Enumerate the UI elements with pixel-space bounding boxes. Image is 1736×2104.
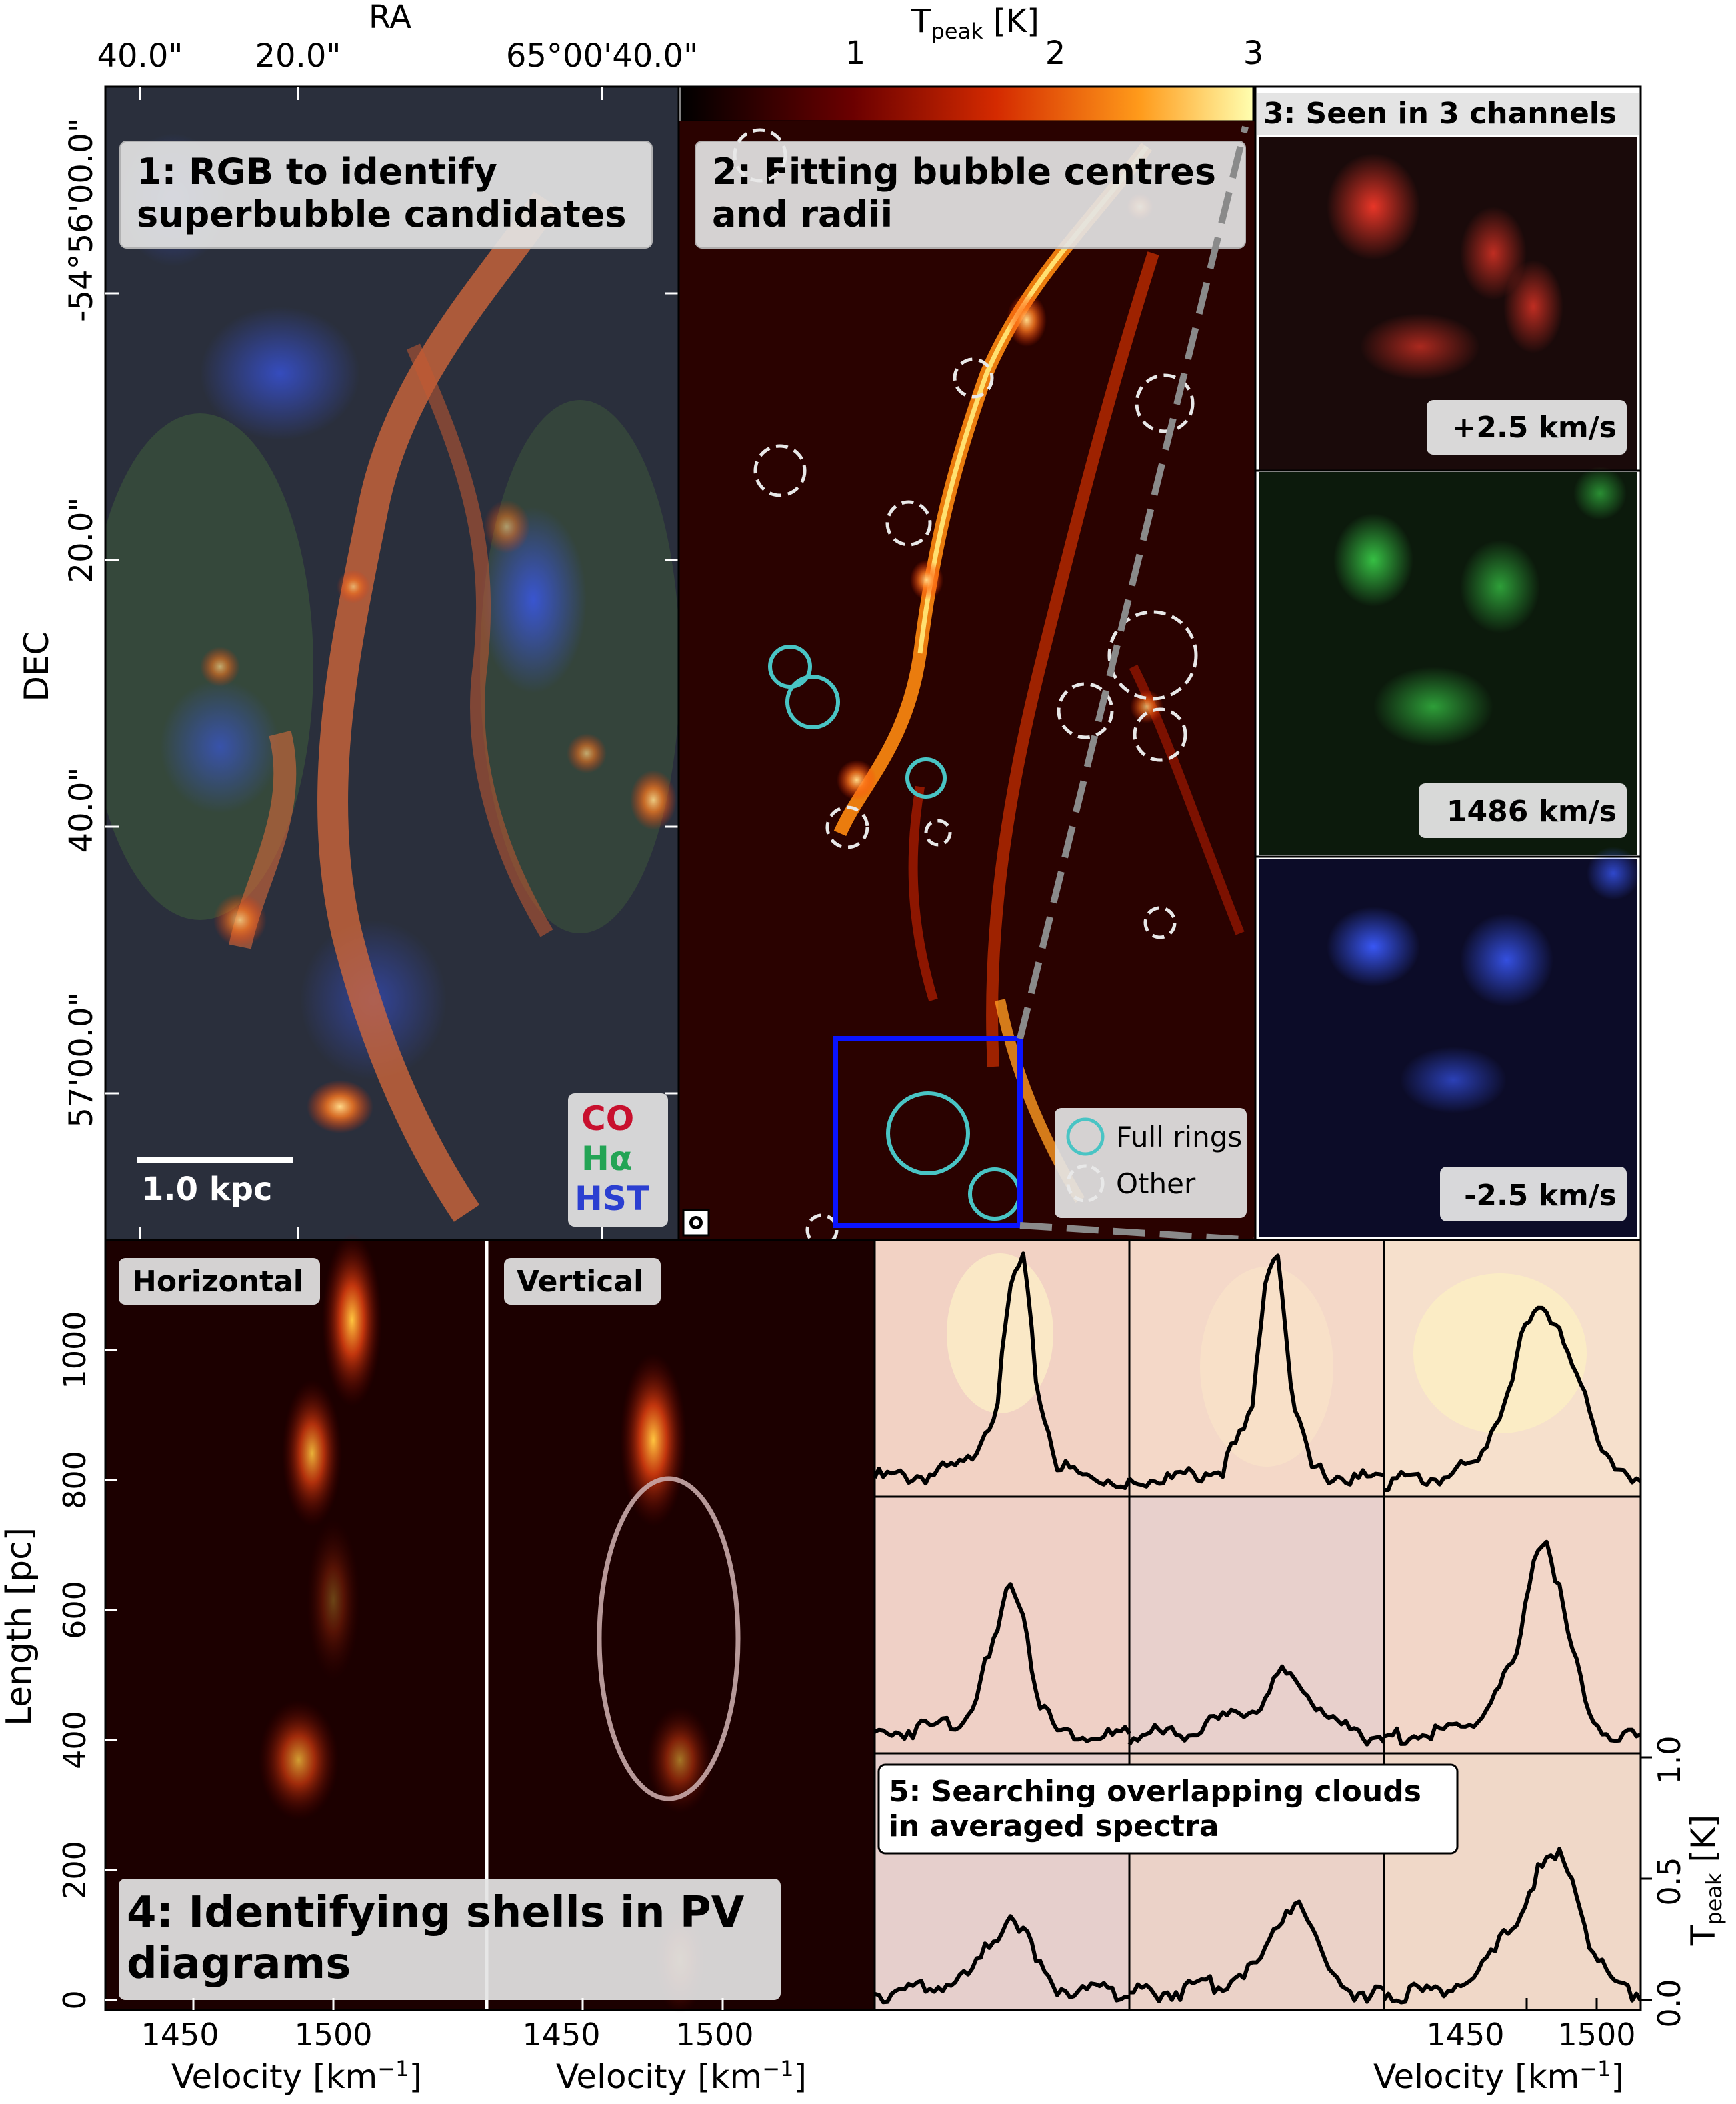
colorbar-tick-label: 1: [845, 35, 866, 72]
spectra-xtick: 1450: [1426, 2017, 1504, 2053]
pv-ytick: 1000: [57, 1311, 93, 1389]
bubble-other: [924, 819, 952, 847]
zoom-box: [833, 1036, 1023, 1228]
beam-marker: [693, 1219, 699, 1226]
panel-4-pv-diagrams: Horizontal Vertical 4: Identifying shell…: [0, 1233, 876, 2096]
spectra-ylabel: Tpeak [K]: [1684, 1815, 1727, 1946]
pv-xtick: 1450: [522, 2017, 600, 2053]
pv-ylabel: Length [pc]: [0, 1527, 39, 1726]
bubble-other: [733, 128, 787, 183]
spectra-ytick: 0.5: [1651, 1857, 1687, 1905]
pv-xlabel: Velocity [km−1]: [556, 2056, 807, 2096]
panel-5-spectra: 5: Searching overlapping clouds in avera…: [873, 1239, 1727, 2096]
spectrum-line: [873, 1582, 1131, 1743]
dec-label: DEC: [17, 631, 56, 701]
bubble-full-ring: [785, 675, 840, 729]
ra-tick-label: 20.0": [255, 37, 341, 75]
panel-2-title: 2: Fitting bubble centres: [712, 151, 1216, 193]
shell-ellipse: [597, 1476, 741, 1801]
scale-bar-label: 1.0 kpc: [141, 1171, 272, 1208]
legend-hst: HST: [575, 1179, 649, 1218]
bubble-other: [1143, 906, 1177, 939]
colorbar-gradient: [680, 85, 1255, 123]
bubble-other: [1135, 373, 1195, 433]
dec-axis: DEC -54°56'00.0" 20.0" 40.0" 57'00.0": [17, 118, 100, 1127]
panel-4-title: 4: Identifying shells in PV: [127, 1888, 745, 1937]
bubble-other: [1107, 610, 1198, 701]
channel-label: +2.5 km/s: [1452, 411, 1617, 445]
dec-tick-label: 20.0": [63, 497, 100, 583]
spectra-xtick: 1500: [1557, 2017, 1635, 2053]
panel-5-title: 5: Searching overlapping clouds: [889, 1775, 1421, 1809]
bubble-other: [753, 444, 807, 497]
spectrum-line: [1383, 1539, 1642, 1746]
pv-xtick: 1450: [141, 2017, 219, 2053]
colorbar: Tpeak [K] 1 2 3: [680, 3, 1264, 123]
channel-label: 1486 km/s: [1447, 795, 1617, 829]
bubble-other: [1057, 682, 1114, 739]
dec-tick-label: -54°56'00.0": [63, 118, 100, 322]
bubble-other: [825, 805, 869, 849]
pv-xtick: 1500: [294, 2017, 372, 2053]
bubble-other: [953, 357, 994, 399]
channel-label: -2.5 km/s: [1464, 1179, 1617, 1213]
spectra-lines: [873, 1251, 1643, 2005]
legend-full-ring-marker: [1066, 1117, 1105, 1156]
panel-1-rgb-image: 1: RGB to identify superbubble candidate…: [104, 85, 680, 1241]
pv-ytick: 0: [57, 1990, 93, 2009]
bubble-full-ring: [905, 757, 947, 799]
panel-1-title: 1: RGB to identify: [137, 151, 497, 193]
spectra-xlabel: Velocity [km−1]: [1373, 2056, 1624, 2096]
pv-ytick: 400: [57, 1711, 93, 1769]
ra-tick-label: 40.0": [97, 37, 183, 75]
ra-tick-label: 65°00'40.0": [506, 37, 698, 75]
pv-xtick: 1500: [675, 2017, 753, 2053]
bubble-full-ring: [886, 1091, 970, 1175]
colorbar-tick-label: 3: [1243, 35, 1264, 72]
legend-co: CO: [581, 1099, 634, 1138]
panel-2-title: and radii: [712, 193, 893, 235]
panel-5-title: in averaged spectra: [889, 1809, 1219, 1843]
pv-ytick: 800: [57, 1451, 93, 1509]
panel-4-title: diagrams: [127, 1939, 351, 1989]
panel-3-channels: 3: Seen in 3 channels +2.5 km/s 1486 km/…: [1254, 85, 1642, 1241]
spectra-ytick: 1.0: [1651, 1735, 1687, 1784]
spectra-ytick: 0.0: [1651, 1979, 1687, 2027]
spectrum-line: [1384, 1305, 1642, 1492]
spectrum-line: [1127, 1253, 1385, 1489]
panel-1-title: superbubble candidates: [137, 193, 627, 235]
colorbar-tick-label: 2: [1045, 35, 1066, 72]
pv-ytick: 200: [57, 1841, 93, 1899]
legend-full-rings: Full rings: [1116, 1121, 1242, 1153]
spectrum-line: [873, 1251, 1131, 1491]
dec-tick-label: 40.0": [63, 767, 100, 853]
legend-other: Other: [1116, 1167, 1196, 1200]
spectrum-line: [1129, 1899, 1385, 2004]
panel-3-title: 3: Seen in 3 channels: [1263, 97, 1617, 131]
bubble-other: [1133, 707, 1187, 762]
legend-halpha: Hα: [581, 1139, 632, 1178]
dec-tick-label: 57'00.0": [63, 992, 100, 1127]
pv-xlabel: Velocity [km−1]: [171, 2056, 422, 2096]
panel-2-peak-map: 2: Fitting bubble centres and radii: [677, 85, 1257, 1247]
horizontal-label: Horizontal: [132, 1265, 303, 1299]
legend-other-marker: [1066, 1164, 1105, 1203]
ra-axis: RA 40.0" 20.0" 65°00'40.0": [97, 0, 699, 75]
pv-ytick: 600: [57, 1581, 93, 1639]
ra-label: RA: [369, 0, 411, 36]
spectrum-line: [1382, 1847, 1643, 2005]
zoom-connector: [1017, 125, 1249, 1040]
bubble-full-ring: [768, 645, 812, 689]
vertical-label: Vertical: [517, 1265, 643, 1299]
spectrum-line: [1127, 1664, 1386, 1747]
spectrum-line: [874, 1914, 1130, 2005]
bubble-other: [885, 500, 932, 547]
zoom-connector: [1019, 1222, 1254, 1243]
colorbar-label: Tpeak [K]: [911, 3, 1039, 44]
